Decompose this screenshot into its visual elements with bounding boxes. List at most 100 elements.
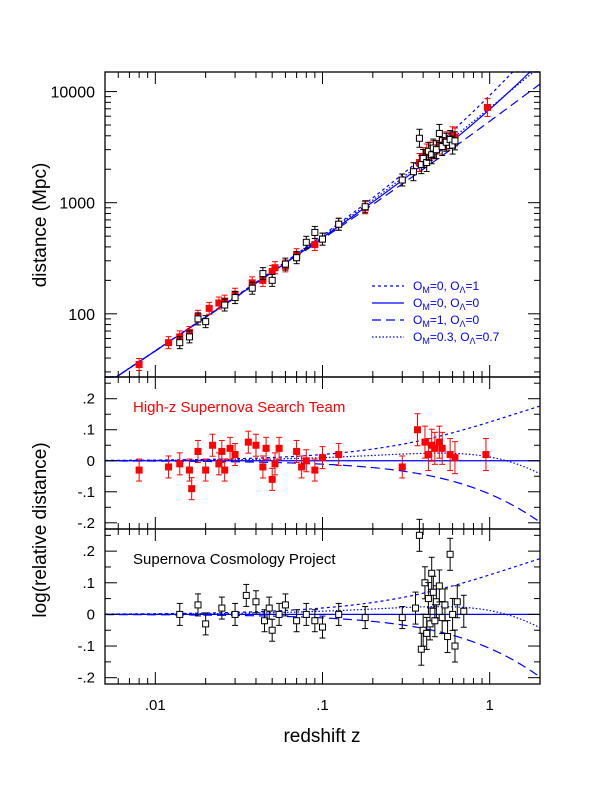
- point-bottom-s0-2: [202, 612, 210, 636]
- point-top-s1-2: [194, 312, 202, 326]
- xtick-label: .01: [145, 697, 166, 714]
- point-top-s1-5: [231, 291, 239, 305]
- bottom-panel-title: Supernova Cosmology Project: [133, 551, 336, 568]
- point-top-s1-4: [221, 298, 229, 312]
- point-top-s1-14: [335, 217, 343, 231]
- top-y-axis-label: distance (Mpc): [30, 163, 51, 288]
- point-middle-s0-34: [446, 438, 454, 472]
- point-top-s0-5: [205, 301, 213, 315]
- point-middle-s0-7: [209, 433, 217, 457]
- point-middle-s0-16: [262, 436, 270, 460]
- point-bottom-s0-0: [176, 602, 184, 626]
- ytick-label-middle: 0: [87, 453, 95, 470]
- xtick-label: .1: [316, 697, 329, 714]
- point-top-s0-0: [135, 357, 143, 371]
- point-top-s1-3: [202, 315, 210, 329]
- point-top-s1-16: [398, 173, 406, 187]
- point-top-s1-17: [409, 162, 417, 182]
- point-bottom-s0-5: [242, 583, 250, 607]
- point-top-s0-15: [311, 238, 319, 252]
- point-middle-s0-13: [244, 430, 252, 454]
- legend: OM=0, OΛ=1OM=0, OΛ=0OM=1, OΛ=0OM=0.3, OΛ…: [372, 279, 500, 346]
- point-middle-s0-5: [194, 439, 202, 463]
- point-middle-s0-33: [438, 431, 446, 465]
- point-middle-s0-15: [259, 455, 267, 479]
- point-middle-s0-1: [165, 455, 173, 479]
- point-bottom-s0-14: [311, 609, 319, 633]
- point-bottom-s0-16: [335, 602, 343, 626]
- point-middle-s0-22: [302, 449, 310, 473]
- lower-y-axis-label: log(relative distance): [30, 442, 51, 617]
- point-top-s1-26: [435, 123, 443, 143]
- point-top-s1-31: [451, 131, 459, 151]
- point-top-s1-11: [302, 235, 310, 249]
- point-bottom-s0-11: [281, 593, 289, 617]
- point-middle-s0-12: [231, 443, 239, 467]
- point-middle-s0-23: [311, 458, 319, 482]
- point-top-s1-0: [176, 336, 184, 350]
- point-bottom-s0-12: [293, 609, 301, 633]
- point-top-s1-1: [185, 330, 193, 344]
- point-bottom-s0-29: [431, 604, 439, 638]
- point-middle-s0-21: [298, 455, 306, 479]
- ytick-label-middle: .1: [82, 422, 95, 439]
- xtick-label: 1: [486, 697, 494, 714]
- point-middle-s0-4: [188, 477, 196, 501]
- point-middle-s0-27: [413, 413, 421, 447]
- legend-entry-1: OM=0, OΛ=0: [413, 296, 480, 312]
- point-top-s1-8: [268, 273, 276, 287]
- point-bottom-s0-27: [428, 556, 436, 590]
- ytick-label-bottom: -.1: [77, 638, 95, 655]
- point-bottom-s0-38: [453, 585, 461, 619]
- point-middle-s0-6: [202, 458, 210, 482]
- point-middle-s0-25: [335, 443, 343, 467]
- point-bottom-s0-1: [194, 593, 202, 617]
- point-top-s1-12: [311, 225, 319, 239]
- data-points: [135, 97, 491, 666]
- x-axis-label: redshift z: [283, 726, 360, 747]
- ytick-label-middle: -.1: [77, 484, 95, 501]
- legend-entry-2: OM=1, OΛ=0: [413, 313, 480, 329]
- point-top-s1-6: [248, 281, 256, 295]
- ytick-label-top: 100: [68, 307, 95, 324]
- point-bottom-s0-3: [218, 596, 226, 620]
- ytick-label-bottom: .1: [82, 575, 95, 592]
- model-curve-bottom-3: [105, 606, 541, 629]
- point-middle-s0-20: [293, 439, 301, 463]
- point-bottom-s0-18: [398, 606, 406, 630]
- point-top-s1-13: [319, 232, 326, 246]
- point-bottom-s0-20: [415, 518, 423, 552]
- point-bottom-s0-34: [444, 620, 452, 654]
- point-bottom-s0-25: [424, 582, 432, 616]
- point-middle-s0-26: [398, 455, 406, 479]
- point-bottom-s0-37: [451, 629, 459, 663]
- point-middle-s0-11: [226, 436, 234, 460]
- point-top-s0-1: [165, 336, 173, 350]
- point-top-s1-7: [259, 267, 267, 281]
- middle-panel-title: High-z Supernova Search Team: [133, 399, 345, 416]
- ytick-label-bottom: 0: [87, 606, 95, 623]
- ytick-label-bottom: -.2: [77, 670, 95, 687]
- ytick-label-top: 10000: [51, 85, 96, 102]
- point-bottom-s0-39: [460, 594, 468, 628]
- point-middle-s0-0: [135, 458, 143, 482]
- point-top-s0-29: [483, 97, 491, 117]
- point-middle-s0-36: [482, 438, 490, 472]
- point-middle-s0-19: [275, 436, 283, 460]
- point-bottom-s0-10: [275, 602, 283, 626]
- point-bottom-s0-9: [268, 618, 276, 642]
- point-bottom-s0-17: [361, 606, 369, 630]
- point-top-s1-10: [293, 251, 301, 265]
- point-middle-s0-14: [252, 433, 260, 457]
- point-top-s1-20: [419, 148, 427, 168]
- point-bottom-s0-6: [252, 590, 260, 614]
- point-middle-s0-31: [431, 431, 439, 465]
- point-top-s1-18: [415, 128, 423, 148]
- point-middle-s0-32: [435, 425, 443, 459]
- ytick-label-top: 1000: [59, 196, 95, 213]
- point-middle-s0-2: [176, 452, 184, 476]
- point-middle-s0-35: [451, 441, 459, 475]
- axis-tick-labels: .01 .1 1 10000 1000 100 .2 .1 0 -.1 -.2 .2 .1 0 -.1 -.2: [51, 85, 494, 714]
- point-bottom-s0-13: [302, 602, 310, 626]
